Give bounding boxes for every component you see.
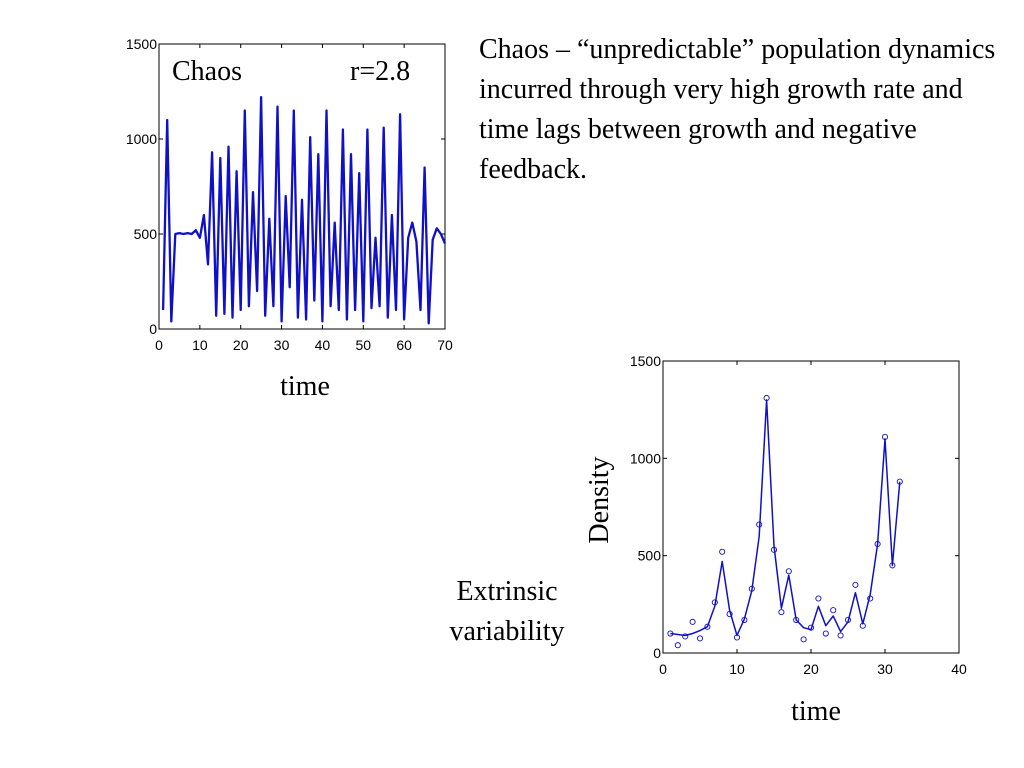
x-tick-label: 10 <box>192 337 208 353</box>
data-point <box>741 616 748 623</box>
x-axis-label: time <box>791 696 841 727</box>
data-point <box>859 622 866 629</box>
plot-frame <box>158 43 446 330</box>
series-line <box>161 96 447 325</box>
y-tick-label: 1500 <box>126 36 157 52</box>
data-point <box>793 616 800 623</box>
x-tick-label: 40 <box>951 661 967 677</box>
plot-frame <box>662 360 960 654</box>
y-axis-label: Density <box>584 456 615 543</box>
y-tick-label: 0 <box>149 321 157 337</box>
x-tick-label: 30 <box>274 337 290 353</box>
x-tick-label: 40 <box>315 337 331 353</box>
data-point <box>748 585 755 592</box>
data-point <box>674 642 681 649</box>
x-tick-label: 20 <box>803 661 819 677</box>
data-point <box>874 540 881 548</box>
description-text: Chaos – “unpredictable” population dynam… <box>479 34 996 185</box>
data-point <box>689 618 696 625</box>
data-point <box>770 546 778 553</box>
data-point <box>815 595 822 602</box>
data-point <box>726 611 733 618</box>
x-tick-label: 50 <box>355 337 371 353</box>
series-line <box>670 399 901 637</box>
data-point <box>881 433 889 440</box>
data-point <box>852 581 859 588</box>
chart-annotation: r=2.8 <box>350 56 410 87</box>
data-point <box>889 562 896 569</box>
y-tick-label: 1000 <box>630 450 661 466</box>
data-point <box>807 624 815 631</box>
chart-annotation: Chaos <box>172 56 242 87</box>
extrinsic-variability-label: Extrinsic variability <box>449 576 565 647</box>
x-tick-label: 0 <box>659 661 667 677</box>
y-tick-label: 0 <box>653 645 661 661</box>
data-point <box>719 548 726 555</box>
data-point <box>696 635 704 642</box>
data-point <box>867 595 874 602</box>
data-point <box>704 623 711 630</box>
x-axis-label: time <box>280 371 330 402</box>
y-tick-label: 1000 <box>126 131 157 147</box>
data-point <box>822 630 829 637</box>
data-point <box>711 599 718 606</box>
data-point <box>756 521 763 528</box>
x-tick-label: 60 <box>396 337 412 353</box>
data-point <box>778 609 785 616</box>
y-tick-label: 500 <box>638 548 662 564</box>
x-tick-label: 10 <box>729 661 745 677</box>
x-tick-label: 30 <box>877 661 893 677</box>
y-tick-label: 1500 <box>630 353 661 369</box>
data-point <box>733 634 741 641</box>
data-point <box>844 616 852 623</box>
x-tick-label: 0 <box>155 337 163 353</box>
y-tick-label: 500 <box>134 226 158 242</box>
data-point <box>682 633 689 640</box>
data-point <box>800 636 807 643</box>
data-point <box>763 394 770 402</box>
data-point <box>830 607 837 614</box>
data-point <box>667 630 674 637</box>
data-point <box>837 632 844 639</box>
data-point <box>896 478 903 485</box>
data-point <box>785 568 792 575</box>
x-tick-label: 20 <box>233 337 249 353</box>
x-tick-label: 70 <box>437 337 453 353</box>
